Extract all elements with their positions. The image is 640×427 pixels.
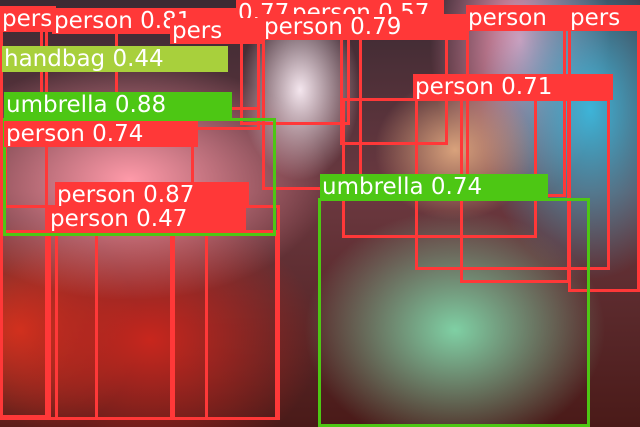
person-label: person [466,5,572,31]
person-bbox [0,230,58,420]
person-label: person 0.47 [48,206,246,232]
umbrella-label: umbrella 0.88 [4,92,232,118]
umbrella-label: umbrella 0.74 [320,174,548,200]
person-label: person 0.79 [262,14,466,40]
person-label: pers [0,6,56,32]
person-bbox [170,230,278,420]
person-bbox [95,230,175,420]
person-label: pers [568,5,640,31]
umbrella-bbox [318,198,590,427]
person-label: pers [170,18,264,44]
handbag-label: handbag 0.44 [2,46,228,72]
person-label: person 0.74 [4,121,198,147]
person-label: person 0.71 [413,74,613,100]
person-label: person 0.87 [55,182,249,208]
umbrella-bbox [3,118,276,236]
